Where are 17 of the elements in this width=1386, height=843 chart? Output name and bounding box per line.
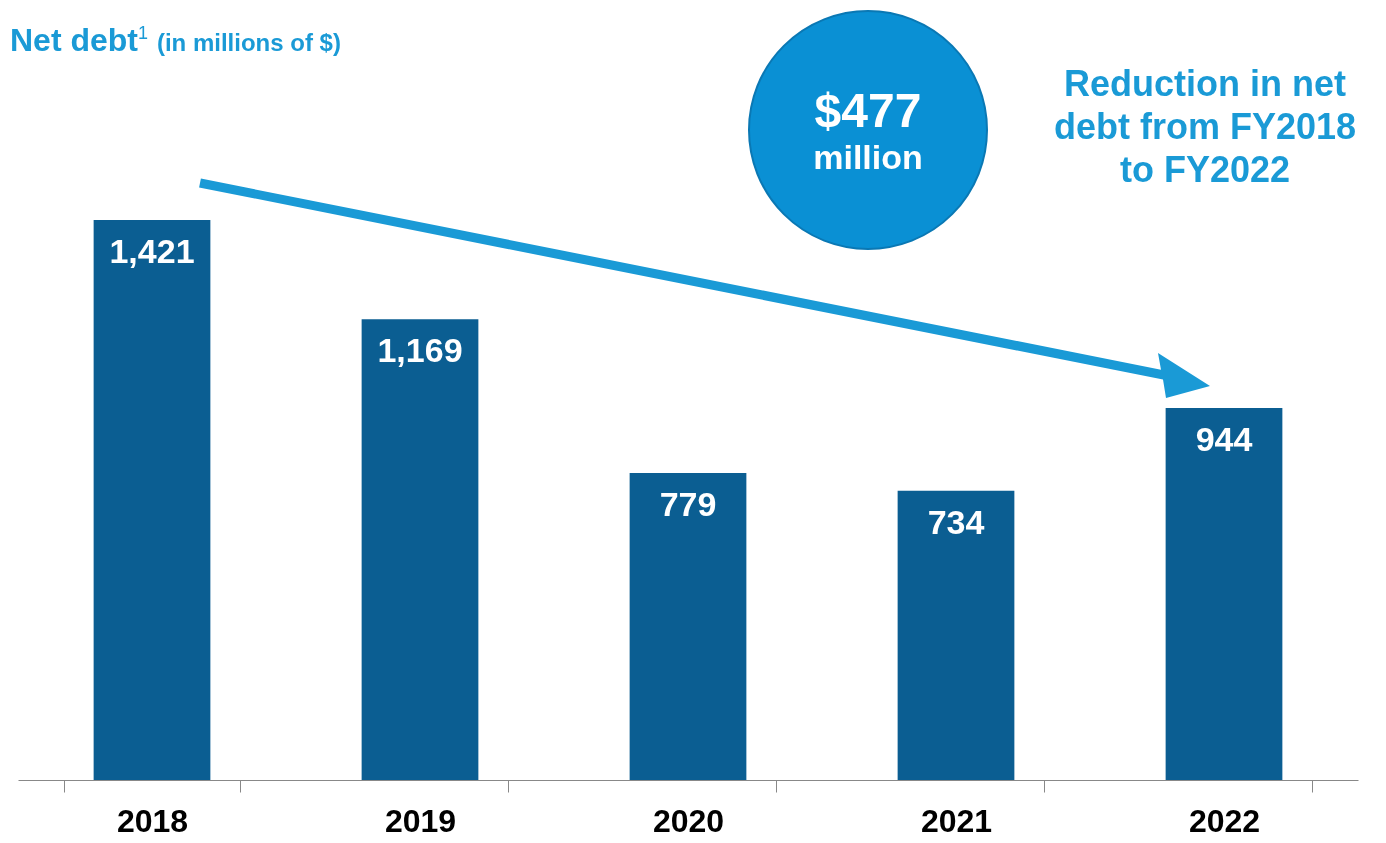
x-tick-label: 2018 bbox=[116, 802, 189, 839]
data-label: 944 bbox=[1195, 419, 1253, 458]
bar bbox=[897, 490, 1015, 780]
bar bbox=[629, 473, 747, 780]
data-label: 779 bbox=[659, 485, 717, 523]
data-label: 1,169 bbox=[377, 331, 463, 370]
chart-title: Net debt$^{1}$ (in millions of $) bbox=[10, 22, 341, 59]
x-tick-label: 2022 bbox=[1188, 802, 1261, 839]
x-tick-label: 2019 bbox=[384, 802, 457, 839]
data-label: 1,421 bbox=[109, 232, 195, 270]
bar bbox=[1165, 407, 1283, 780]
bar bbox=[361, 319, 479, 780]
text: Reduction in net debt from FY2018 to FY2022 bbox=[1052, 62, 1358, 192]
x-tick-label: 2020 bbox=[652, 802, 725, 839]
data-label: 734 bbox=[927, 502, 985, 541]
bar bbox=[93, 220, 211, 780]
x-tick-label: 2021 bbox=[920, 802, 993, 839]
